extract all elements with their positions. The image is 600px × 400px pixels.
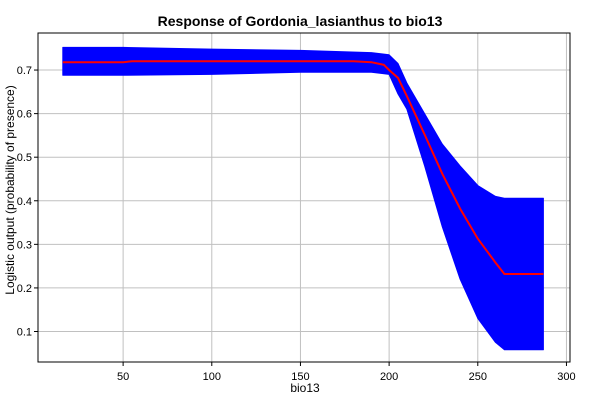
y-tick-label: 0.2 (17, 283, 32, 295)
x-tick-label: 50 (117, 371, 129, 383)
y-tick-label: 0.4 (17, 196, 32, 208)
mean-response-line (62, 60, 544, 275)
y-axis-label: Logistic output (probability of presence… (3, 85, 17, 295)
y-tick-label: 0.5 (17, 152, 32, 164)
x-tick-label: 100 (203, 371, 221, 383)
y-tick-label: 0.6 (17, 109, 32, 121)
x-tick-label: 300 (557, 371, 575, 383)
x-tick-label: 200 (380, 371, 398, 383)
y-tick-label: 0.1 (17, 326, 32, 338)
chart-title: Response of Gordonia_lasianthus to bio13 (157, 13, 443, 29)
confidence-band (62, 46, 544, 351)
y-tick-label: 0.3 (17, 239, 32, 251)
x-axis-label: bio13 (290, 381, 320, 395)
x-tick-label: 250 (469, 371, 487, 383)
plot-frame (37, 32, 571, 363)
y-tick-label: 0.7 (17, 65, 32, 77)
x-tick-label: 150 (291, 371, 309, 383)
